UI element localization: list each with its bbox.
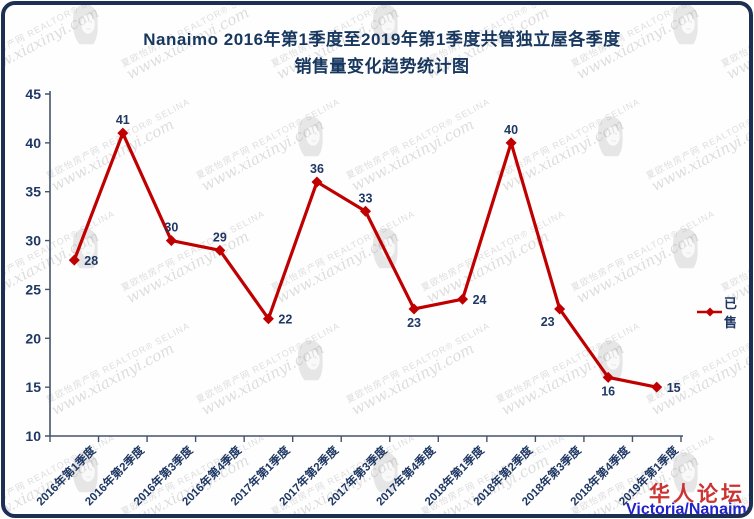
- data-point-label: 15: [667, 381, 681, 395]
- y-axis-tick-label: 40: [25, 135, 41, 151]
- data-point-label: 23: [407, 316, 421, 330]
- y-axis-tick-label: 10: [25, 428, 41, 444]
- y-axis-tick-label: 25: [25, 281, 41, 297]
- data-point-label: 41: [116, 113, 130, 127]
- data-point-label: 16: [601, 384, 615, 398]
- data-point-label: 30: [164, 221, 178, 235]
- y-axis-tick-label: 15: [25, 379, 41, 395]
- data-point-marker: [165, 235, 177, 247]
- data-point-marker: [457, 293, 469, 305]
- y-axis-tick-label: 35: [25, 184, 41, 200]
- y-axis-tick-label: 30: [25, 233, 41, 249]
- data-point-label: 24: [473, 293, 487, 307]
- data-point-label: 22: [278, 313, 292, 327]
- y-axis-tick-label: 20: [25, 330, 41, 346]
- data-point-marker: [602, 371, 614, 383]
- chart-title-line2: 销售量变化趋势统计图: [294, 57, 470, 76]
- footer-location: Victoria/Nanaimo: [626, 501, 753, 518]
- data-point-marker: [117, 127, 129, 139]
- legend-series-marker-icon: [697, 307, 722, 317]
- data-point-marker: [68, 254, 80, 266]
- data-point-label: 29: [213, 230, 227, 244]
- data-point-marker: [505, 137, 517, 149]
- footer-forum-name: 华人论坛: [649, 481, 745, 506]
- legend: 已售: [697, 293, 749, 331]
- data-point-marker: [214, 244, 226, 256]
- y-axis-tick-label: 45: [25, 86, 41, 102]
- sales-series-line: [72, 131, 659, 389]
- chart-title-line1: Nanaimo 2016年第1季度至2019年第1季度共管独立屋各季度: [143, 30, 621, 49]
- data-point-marker: [554, 303, 566, 315]
- data-point-label: 40: [504, 123, 518, 137]
- data-point-marker: [311, 176, 323, 188]
- data-point-label: 33: [359, 191, 373, 205]
- data-point-label: 36: [310, 162, 324, 176]
- data-point-marker: [408, 303, 420, 315]
- data-point-label: 23: [541, 315, 555, 329]
- data-point-marker: [360, 205, 371, 217]
- legend-label: 已售: [724, 296, 738, 330]
- data-point-label: 28: [84, 254, 98, 268]
- sales-line-chart: 10152025303540452016年第1季度2016年第2季度2016年第…: [25, 86, 683, 508]
- data-point-marker: [651, 381, 663, 393]
- data-point-marker: [262, 313, 274, 325]
